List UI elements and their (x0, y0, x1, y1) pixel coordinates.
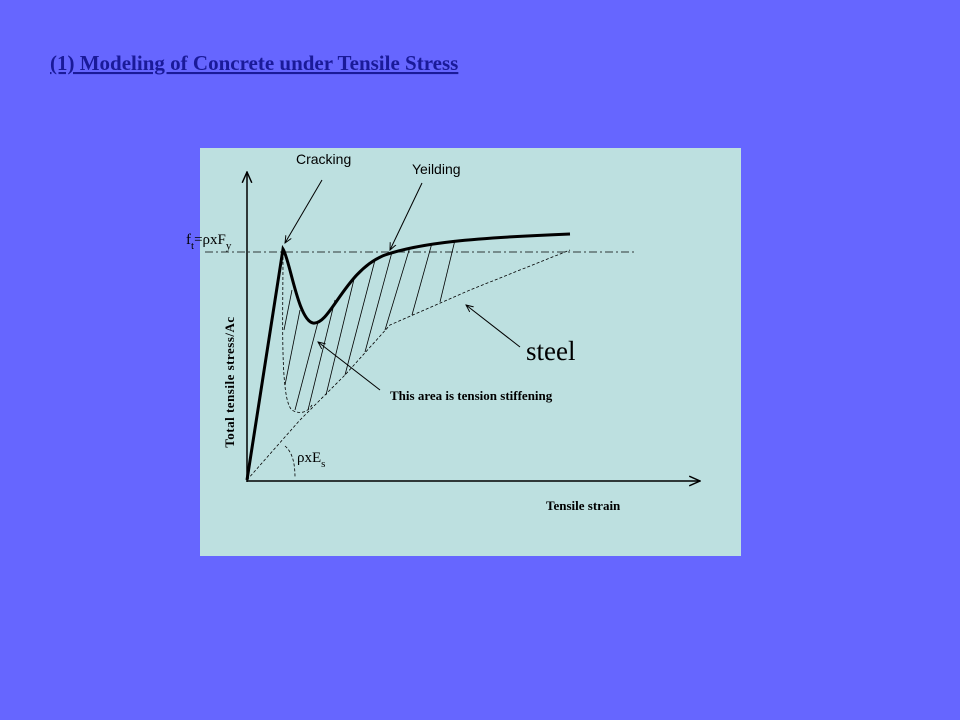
yielding-label: Yeilding (412, 161, 461, 177)
steel-arrow (466, 305, 521, 348)
cracking-label: Cracking (296, 151, 351, 167)
diagram: Cracking Yeilding ft=ρxFy steel This are… (186, 148, 741, 556)
slope-arc (284, 445, 296, 479)
cracking-arrow (285, 179, 323, 243)
steel-line (246, 249, 571, 481)
lower-envelope (282, 251, 313, 413)
slope-sub: s (321, 458, 325, 470)
ft-sub-y: y (226, 240, 232, 252)
hatching (283, 239, 456, 411)
x-axis-label: Tensile strain (546, 498, 621, 513)
y-axis-label: Total tensile stress/Ac (222, 316, 237, 447)
ft-mid: =ρxF (194, 232, 226, 248)
ft-label: ft=ρxFy (186, 232, 232, 252)
diagram-panel (200, 148, 741, 556)
yielding-arrow (390, 182, 423, 250)
slide-title: (1) Modeling of Concrete under Tensile S… (50, 51, 458, 75)
steel-label: steel (526, 336, 575, 366)
stress-strain-curve (245, 232, 571, 481)
ft-sub: t (191, 240, 194, 252)
area-note: This area is tension stiffening (390, 388, 553, 403)
area-arrow (318, 342, 381, 391)
slope-label: ρxEs (297, 450, 325, 470)
ft-f: f (186, 232, 191, 248)
slope-main: ρxE (297, 450, 321, 466)
